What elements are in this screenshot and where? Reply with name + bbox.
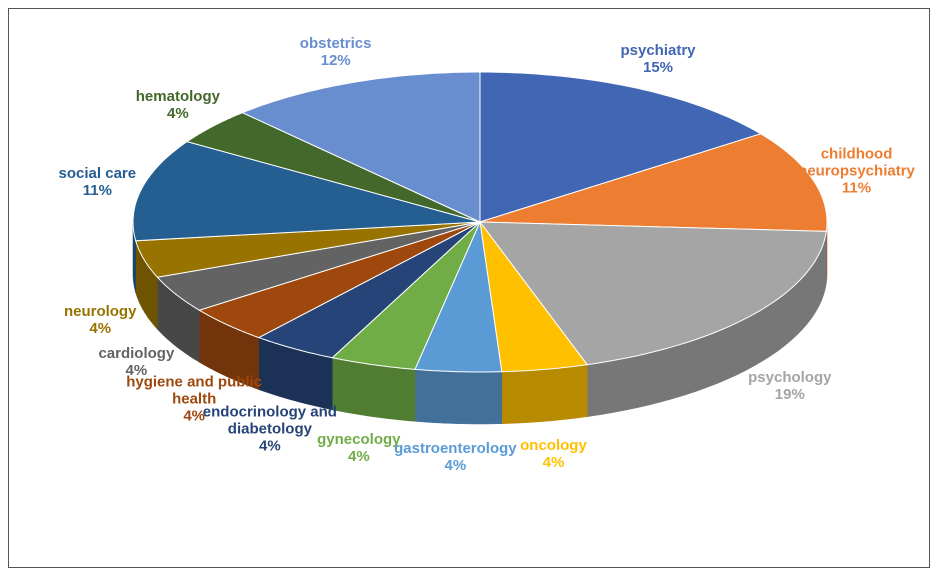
slice	[478, 221, 827, 366]
category-label: gastroenterology	[394, 439, 517, 457]
chart	[132, 71, 828, 425]
slice	[156, 221, 481, 311]
category-label: hematology	[135, 88, 220, 106]
percent-label: 4%	[89, 319, 112, 337]
slice	[479, 133, 828, 232]
category-label: hygiene and public health	[126, 373, 263, 408]
data-label: obstetrics 12%	[246, 35, 426, 69]
slice	[479, 221, 589, 373]
category-label: psychology	[748, 369, 832, 387]
percent-label: 4%	[167, 105, 189, 123]
category-label: obstetrics	[299, 34, 372, 52]
data-label: hygiene and public health 4%	[104, 374, 284, 425]
percent-label: 4%	[347, 448, 370, 466]
slice	[479, 71, 762, 223]
percent-label: 4%	[183, 407, 205, 425]
percent-label: 19%	[774, 386, 805, 404]
category-label: neurology	[63, 302, 137, 320]
slice	[135, 221, 481, 278]
data-label: cardiology 4%	[46, 345, 226, 379]
percent-label: 4%	[444, 456, 467, 474]
percent-label: 4%	[542, 453, 565, 471]
category-label: childhood neuropsychiatry	[798, 145, 915, 180]
slice	[185, 112, 481, 223]
percent-label: 11%	[841, 179, 872, 197]
data-label: psychology 19%	[700, 369, 880, 403]
slice	[414, 220, 503, 373]
category-label: psychiatry	[620, 41, 696, 59]
data-label: gynecology 4%	[269, 431, 449, 465]
page: {"chart_data": {"type": "pie3d", "catego…	[7, 8, 939, 568]
data-label: oncology 4%	[463, 437, 643, 471]
percent-label: 15%	[642, 58, 674, 76]
category-label: oncology	[520, 436, 587, 454]
data-label: gastroenterology 4%	[365, 440, 545, 474]
data-label: hematology 4%	[88, 88, 268, 122]
data-label: psychiatry 15%	[568, 42, 748, 76]
slice-side	[414, 369, 503, 425]
slice	[331, 221, 481, 370]
category-label: endocrinology and diabetology	[202, 403, 337, 437]
slice-side	[501, 364, 588, 424]
slice	[257, 221, 481, 359]
data-label: social care 11%	[7, 165, 187, 199]
category-label: social care	[58, 165, 137, 183]
percent-label: 4%	[259, 437, 281, 454]
slice	[241, 71, 481, 223]
percent-label: 12%	[320, 51, 351, 69]
data-label: childhood neuropsychiatry 11%	[767, 145, 939, 196]
percent-label: 11%	[82, 182, 112, 200]
category-label: gynecology	[317, 431, 401, 449]
data-label: endocrinology and diabetology 4%	[180, 403, 360, 454]
category-label: cardiology	[98, 345, 175, 363]
data-label: neurology 4%	[10, 303, 190, 337]
slice	[198, 221, 481, 339]
slice	[132, 141, 481, 242]
percent-label: 4%	[125, 362, 148, 380]
